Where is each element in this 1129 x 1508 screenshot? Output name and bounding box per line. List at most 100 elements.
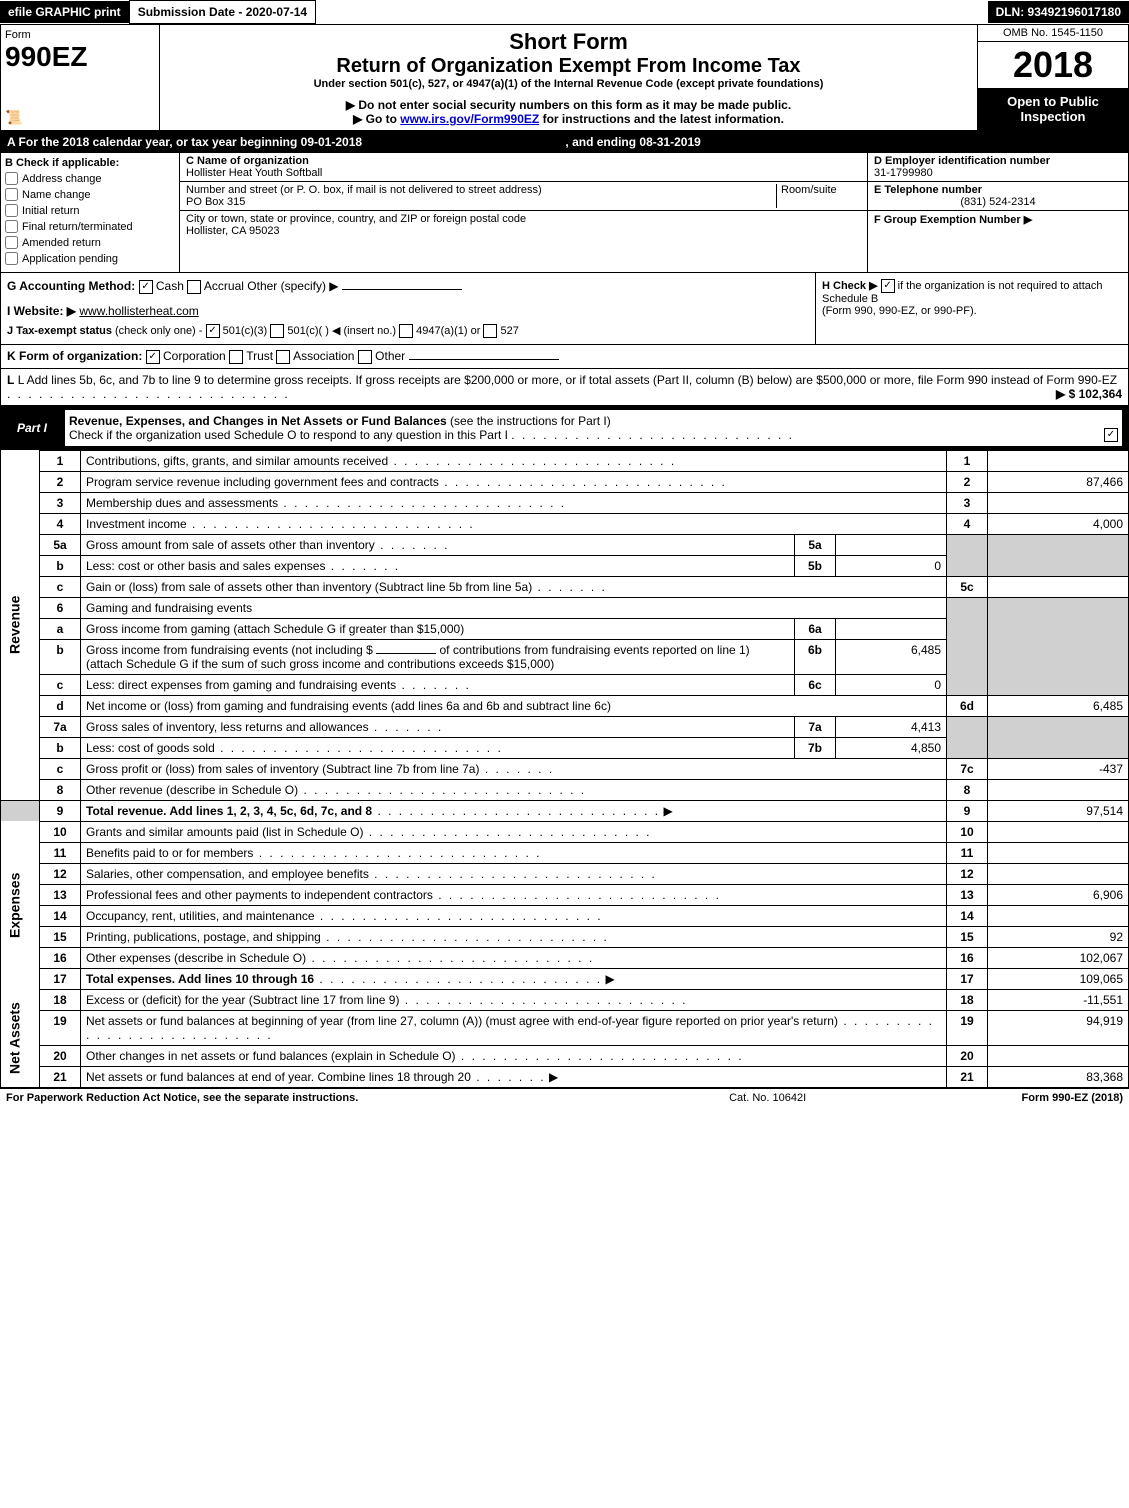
- short-form-title: Short Form: [164, 29, 973, 55]
- c-name-label: C Name of organization: [186, 155, 309, 167]
- row-14: 14 Occupancy, rent, utilities, and maint…: [1, 905, 1129, 926]
- form-number: 990EZ: [5, 41, 155, 73]
- ssn-notice: ▶ Do not enter social security numbers o…: [164, 98, 973, 112]
- checkbox-application-pending[interactable]: Application pending: [5, 252, 175, 265]
- j-527-checkbox[interactable]: [483, 324, 497, 338]
- row-6: 6 Gaming and fundraising events: [1, 597, 1129, 618]
- footer-center: Cat. No. 10642I: [514, 1092, 1022, 1104]
- section-k: K Form of organization: ✓ Corporation Tr…: [0, 345, 1129, 369]
- ein-value: 31-1799980: [874, 167, 933, 179]
- j-501c-checkbox[interactable]: [270, 324, 284, 338]
- part1-header: Part I Revenue, Expenses, and Changes in…: [0, 406, 1129, 450]
- row-21: 21 Net assets or fund balances at end of…: [1, 1066, 1129, 1087]
- form-year-block: OMB No. 1545-1150 2018 Open to Public In…: [977, 25, 1128, 130]
- k-corp-checkbox[interactable]: ✓: [146, 350, 160, 364]
- info-block: B Check if applicable: Address change Na…: [0, 153, 1129, 273]
- row-4: 4 Investment income 4 4,000: [1, 513, 1129, 534]
- row-18: Net Assets 18 Excess or (deficit) for th…: [1, 989, 1129, 1010]
- org-address: PO Box 315: [186, 196, 245, 208]
- k-other-checkbox[interactable]: [358, 350, 372, 364]
- h-checkbox[interactable]: ✓: [881, 279, 895, 293]
- row-12: 12 Salaries, other compensation, and emp…: [1, 863, 1129, 884]
- checkbox-name-change[interactable]: Name change: [5, 188, 175, 201]
- row-7a: 7a Gross sales of inventory, less return…: [1, 716, 1129, 737]
- section-i: I Website: ▶ www.hollisterheat.com: [7, 304, 809, 318]
- section-h: H Check ▶ ✓ if the organization is not r…: [815, 273, 1128, 344]
- checkbox-address-change[interactable]: Address change: [5, 172, 175, 185]
- page-footer: For Paperwork Reduction Act Notice, see …: [0, 1088, 1129, 1107]
- section-l: L L Add lines 5b, 6c, and 7b to line 9 t…: [0, 369, 1129, 406]
- row-15: 15 Printing, publications, postage, and …: [1, 926, 1129, 947]
- part1-check-text: Check if the organization used Schedule …: [69, 428, 508, 442]
- h-text3: (Form 990, 990-EZ, or 990-PF).: [822, 305, 977, 317]
- checkbox-amended-return[interactable]: Amended return: [5, 236, 175, 249]
- part1-subtitle: (see the instructions for Part I): [450, 414, 611, 428]
- org-city: Hollister, CA 95023: [186, 225, 280, 237]
- row-1: Revenue 1 Contributions, gifts, grants, …: [1, 450, 1129, 471]
- row-20: 20 Other changes in net assets or fund b…: [1, 1045, 1129, 1066]
- part1-schedule-o-checkbox[interactable]: ✓: [1104, 428, 1118, 442]
- j-4947-checkbox[interactable]: [399, 324, 413, 338]
- section-b-label: B Check if applicable:: [5, 157, 175, 169]
- l-text: L Add lines 5b, 6c, and 7b to line 9 to …: [18, 373, 1117, 387]
- g-label: G Accounting Method:: [7, 279, 135, 293]
- h-text1: H Check ▶: [822, 280, 881, 292]
- form-header: Form 990EZ 📜 Short Form Return of Organi…: [0, 24, 1129, 131]
- row-2: 2 Program service revenue including gove…: [1, 471, 1129, 492]
- revenue-side-label: Revenue: [1, 450, 40, 800]
- period-begin: A For the 2018 calendar year, or tax yea…: [7, 135, 362, 149]
- section-c: C Name of organization Hollister Heat Yo…: [180, 153, 867, 272]
- section-b: B Check if applicable: Address change Na…: [1, 153, 180, 272]
- c-addr-label: Number and street (or P. O. box, if mail…: [186, 184, 542, 196]
- omb-number: OMB No. 1545-1150: [978, 25, 1128, 42]
- footer-left: For Paperwork Reduction Act Notice, see …: [6, 1092, 514, 1104]
- row-9: 9 Total revenue. Add lines 1, 2, 3, 4, 5…: [1, 800, 1129, 821]
- expenses-side-label: Expenses: [1, 821, 40, 989]
- row-16: 16 Other expenses (describe in Schedule …: [1, 947, 1129, 968]
- row-10: Expenses 10 Grants and similar amounts p…: [1, 821, 1129, 842]
- j-501c3-checkbox[interactable]: ✓: [206, 324, 220, 338]
- k-assoc-checkbox[interactable]: [276, 350, 290, 364]
- row-13: 13 Professional fees and other payments …: [1, 884, 1129, 905]
- f-label: F Group Exemption Number ▶: [874, 214, 1032, 226]
- k-label: K Form of organization:: [7, 349, 142, 363]
- i-label: I Website: ▶: [7, 304, 76, 318]
- c-city-label: City or town, state or province, country…: [186, 213, 526, 225]
- part1-label: Part I: [7, 419, 57, 437]
- footer-right: Form 990-EZ (2018): [1022, 1092, 1123, 1104]
- goto-prefix: ▶ Go to: [353, 112, 400, 126]
- section-j: J Tax-exempt status (check only one) - ✓…: [7, 324, 809, 338]
- tax-year: 2018: [978, 42, 1128, 88]
- submission-date: Submission Date - 2020-07-14: [129, 0, 316, 24]
- section-text: Under section 501(c), 527, or 4947(a)(1)…: [164, 78, 973, 90]
- row-5a: 5a Gross amount from sale of assets othe…: [1, 534, 1129, 555]
- efile-print-label[interactable]: efile GRAPHIC print: [0, 1, 129, 23]
- k-trust-checkbox[interactable]: [229, 350, 243, 364]
- row-8: 8 Other revenue (describe in Schedule O)…: [1, 779, 1129, 800]
- goto-link[interactable]: www.irs.gov/Form990EZ: [400, 112, 539, 126]
- section-g: G Accounting Method: ✓ Cash Accrual Othe…: [7, 279, 809, 294]
- part1-table: Revenue 1 Contributions, gifts, grants, …: [0, 450, 1129, 1088]
- form-id-block: Form 990EZ 📜: [1, 25, 160, 130]
- row-19: 19 Net assets or fund balances at beginn…: [1, 1010, 1129, 1045]
- inspection-box: Open to Public Inspection: [978, 88, 1128, 130]
- website-value: www.hollisterheat.com: [79, 304, 198, 318]
- g-accrual-checkbox[interactable]: [187, 280, 201, 294]
- form-title-block: Short Form Return of Organization Exempt…: [160, 25, 977, 130]
- checkbox-final-return[interactable]: Final return/terminated: [5, 220, 175, 233]
- row-3: 3 Membership dues and assessments 3: [1, 492, 1129, 513]
- row-11: 11 Benefits paid to or for members 11: [1, 842, 1129, 863]
- row-17: 17 Total expenses. Add lines 10 through …: [1, 968, 1129, 989]
- netassets-side-label: Net Assets: [1, 989, 40, 1087]
- period-end: , and ending 08-31-2019: [565, 135, 700, 149]
- g-cash-checkbox[interactable]: ✓: [139, 280, 153, 294]
- period-line-a: A For the 2018 calendar year, or tax yea…: [0, 131, 1129, 153]
- row-6d: d Net income or (loss) from gaming and f…: [1, 695, 1129, 716]
- row-7c: c Gross profit or (loss) from sales of i…: [1, 758, 1129, 779]
- checkbox-initial-return[interactable]: Initial return: [5, 204, 175, 217]
- goto-suffix: for instructions and the latest informat…: [539, 112, 784, 126]
- d-label: D Employer identification number: [874, 155, 1050, 167]
- j-label: J Tax-exempt status: [7, 325, 112, 337]
- l-amount: ▶ $ 102,364: [1056, 387, 1122, 401]
- phone-value: (831) 524-2314: [874, 196, 1122, 208]
